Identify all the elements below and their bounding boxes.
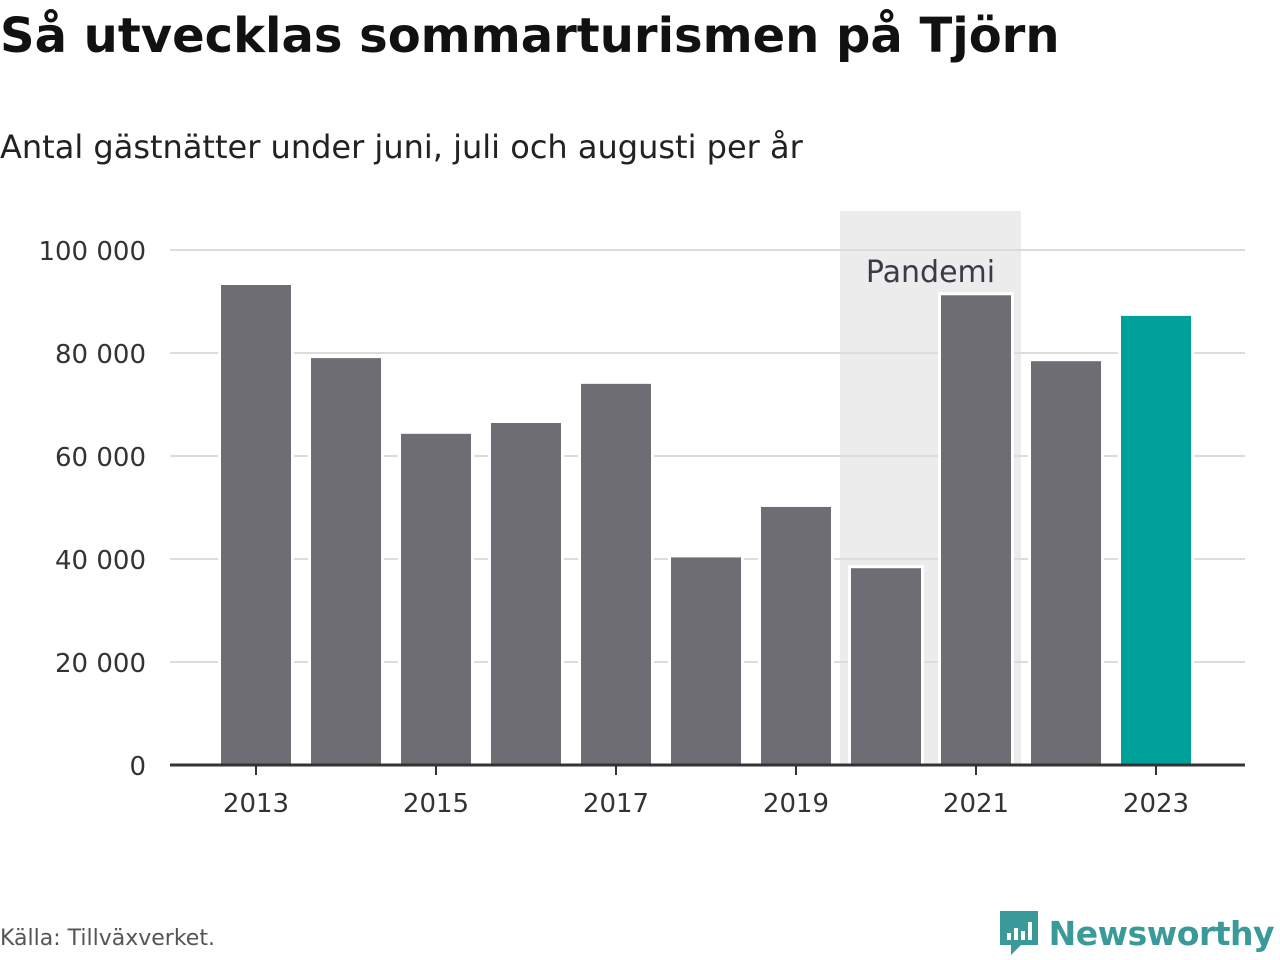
bar-chart: 0 20 000 40 000 60 000 80 000 100 000 Pandemi 2…: [38, 211, 1245, 819]
x-tick-label: 2021: [943, 789, 1009, 819]
brand-logo: Newsworthy: [997, 908, 1275, 958]
chart-title: Så utvecklas sommarturismen på Tjörn: [0, 8, 1060, 64]
source-note: Källa: Tillväxverket.: [0, 926, 215, 951]
y-tick-label: 20 000: [55, 649, 146, 679]
bar: [668, 554, 744, 767]
bar-chart-speech-bubble-icon: [999, 911, 1038, 955]
y-tick-label: 100 000: [38, 237, 146, 267]
y-tick-label: 0: [129, 752, 146, 782]
x-tick-label: 2019: [763, 789, 829, 819]
bar: [488, 419, 564, 767]
x-tick-label: 2023: [1123, 789, 1189, 819]
bar-highlight: [1118, 312, 1194, 767]
bar: [758, 503, 834, 767]
pandemic-label: Pandemi: [866, 255, 995, 290]
bar: [938, 292, 1014, 767]
y-tick-label: 80 000: [55, 340, 146, 370]
bar: [398, 430, 474, 767]
x-tick-label: 2013: [223, 789, 289, 819]
chart-subtitle: Antal gästnätter under juni, juli och au…: [0, 128, 803, 166]
y-tick-label: 40 000: [55, 546, 146, 576]
bar: [218, 281, 294, 767]
y-tick-label: 60 000: [55, 443, 146, 473]
bar: [1028, 358, 1104, 767]
brand-name: Newsworthy: [1048, 913, 1275, 953]
bar: [848, 565, 924, 767]
x-tick-label: 2017: [583, 789, 649, 819]
bar: [308, 355, 384, 767]
x-tick-label: 2015: [403, 789, 469, 819]
bar: [578, 380, 654, 767]
